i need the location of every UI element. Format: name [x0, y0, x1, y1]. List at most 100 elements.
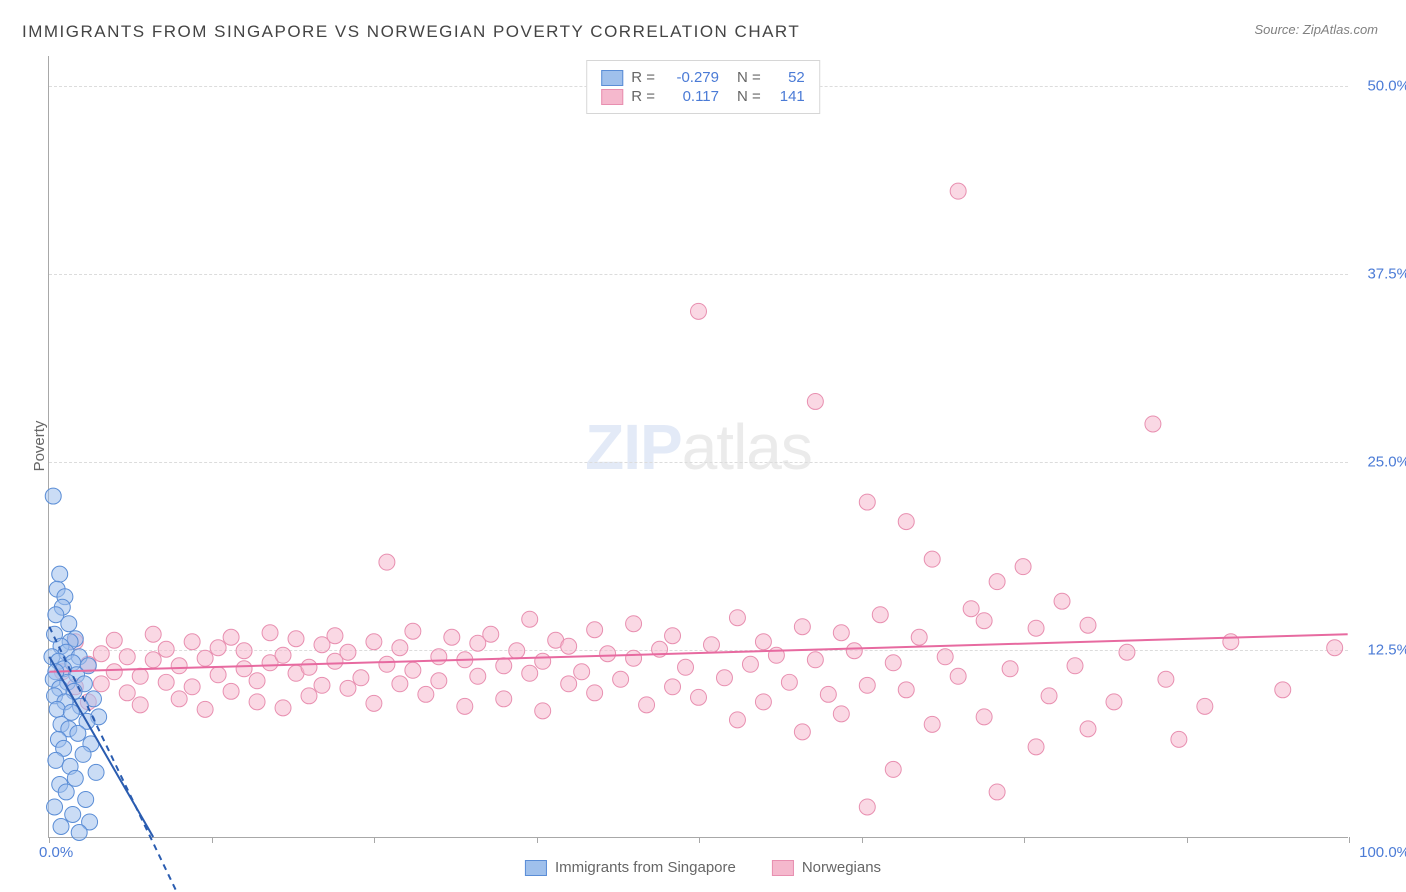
x-tick [699, 837, 700, 843]
data-point [859, 494, 875, 510]
data-point [1015, 559, 1031, 575]
data-point [535, 653, 551, 669]
data-point [1080, 721, 1096, 737]
data-point [483, 626, 499, 642]
data-point [496, 691, 512, 707]
data-point [145, 652, 161, 668]
scatter-plot [49, 56, 1348, 837]
data-point [78, 791, 94, 807]
r-value: -0.279 [663, 69, 719, 86]
data-point [820, 686, 836, 702]
data-point [781, 674, 797, 690]
data-point [49, 701, 65, 717]
data-point [859, 677, 875, 693]
data-point [1080, 617, 1096, 633]
data-point [1054, 593, 1070, 609]
data-point [924, 551, 940, 567]
data-point [1106, 694, 1122, 710]
data-point [600, 646, 616, 662]
x-axis-min-label: 0.0% [39, 844, 73, 861]
data-point [418, 686, 434, 702]
data-point [1119, 644, 1135, 660]
data-point [106, 664, 122, 680]
data-point [88, 764, 104, 780]
y-axis-label: Poverty [31, 421, 48, 472]
data-point [924, 716, 940, 732]
data-point [950, 668, 966, 684]
legend-item: Immigrants from Singapore [525, 859, 736, 876]
data-point [405, 623, 421, 639]
data-point [71, 825, 87, 841]
data-point [314, 677, 330, 693]
data-point [587, 622, 603, 638]
data-point [1197, 698, 1213, 714]
data-point [626, 616, 642, 632]
y-tick-label: 37.5% [1367, 266, 1406, 283]
data-point [872, 607, 888, 623]
data-point [67, 770, 83, 786]
r-label: R = [631, 69, 655, 86]
data-point [1275, 682, 1291, 698]
data-point [807, 393, 823, 409]
data-point [45, 488, 61, 504]
legend-item: Norwegians [772, 859, 881, 876]
data-point [716, 670, 732, 686]
data-point [145, 626, 161, 642]
data-point [729, 712, 745, 728]
data-point [249, 694, 265, 710]
data-point [431, 649, 447, 665]
data-point [379, 656, 395, 672]
data-point [1028, 620, 1044, 636]
legend-row: R =0.117N =141 [601, 88, 805, 105]
data-point [833, 625, 849, 641]
data-point [223, 629, 239, 645]
data-point [1145, 416, 1161, 432]
data-point [340, 680, 356, 696]
data-point [898, 682, 914, 698]
data-point [1327, 640, 1343, 656]
data-point [75, 746, 91, 762]
data-point [885, 761, 901, 777]
data-point [158, 674, 174, 690]
data-point [184, 634, 200, 650]
data-point [52, 566, 68, 582]
data-point [288, 631, 304, 647]
data-point [61, 616, 77, 632]
x-axis-max-label: 100.0% [1359, 844, 1406, 861]
data-point [236, 643, 252, 659]
data-point [755, 634, 771, 650]
legend-swatch [772, 860, 794, 876]
data-point [197, 650, 213, 666]
n-label: N = [737, 88, 761, 105]
y-tick-label: 50.0% [1367, 78, 1406, 95]
data-point [171, 691, 187, 707]
data-point [885, 655, 901, 671]
plot-frame: ZIPatlas 12.5%25.0%37.5%50.0% 0.0% 100.0… [48, 56, 1348, 838]
data-point [989, 784, 1005, 800]
data-point [665, 679, 681, 695]
data-point [1041, 688, 1057, 704]
data-point [47, 799, 63, 815]
data-point [703, 637, 719, 653]
legend-swatch [601, 70, 623, 86]
data-point [236, 661, 252, 677]
data-point [496, 658, 512, 674]
data-point [794, 724, 810, 740]
data-point [58, 784, 74, 800]
data-point [93, 646, 109, 662]
x-tick [374, 837, 375, 843]
data-point [522, 665, 538, 681]
legend-swatch [601, 89, 623, 105]
data-point [301, 659, 317, 675]
data-point [587, 685, 603, 701]
y-tick-label: 25.0% [1367, 454, 1406, 471]
data-point [470, 668, 486, 684]
data-point [963, 601, 979, 617]
data-point [392, 676, 408, 692]
data-point [223, 683, 239, 699]
data-point [353, 670, 369, 686]
x-tick [1349, 837, 1350, 843]
data-point [132, 668, 148, 684]
x-tick [862, 837, 863, 843]
x-tick [212, 837, 213, 843]
